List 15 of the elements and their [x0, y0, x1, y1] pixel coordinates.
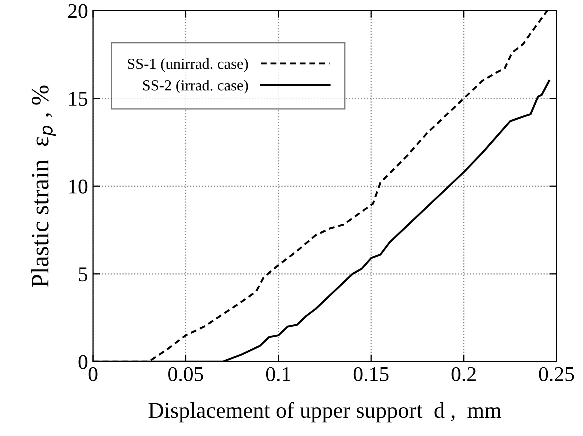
y-tick-label: 0 — [78, 355, 88, 370]
legend-label: SS-2 (irrad. case) — [143, 80, 248, 94]
x-tick-label: 0.2 — [452, 367, 476, 382]
y-tick-label: 20 — [68, 4, 88, 18]
x-tick-label: 0 — [88, 367, 98, 382]
x-tick-label: 0.15 — [354, 367, 389, 382]
y-tick-label: 15 — [69, 92, 88, 106]
y-tick-label: 10 — [69, 180, 88, 194]
x-axis-title: Displacement of upper support d , mm — [148, 402, 502, 423]
y-tick-label: 5 — [79, 268, 88, 282]
legend-label: SS-1 (unirrad. case) — [128, 58, 248, 72]
y-axis-title: Plastic strain ε$_{p}$ , % — [31, 86, 56, 288]
x-tick-label: 0.05 — [168, 367, 204, 382]
x-tick-label: 0.1 — [266, 367, 290, 382]
x-tick-label: 0.25 — [539, 367, 574, 382]
